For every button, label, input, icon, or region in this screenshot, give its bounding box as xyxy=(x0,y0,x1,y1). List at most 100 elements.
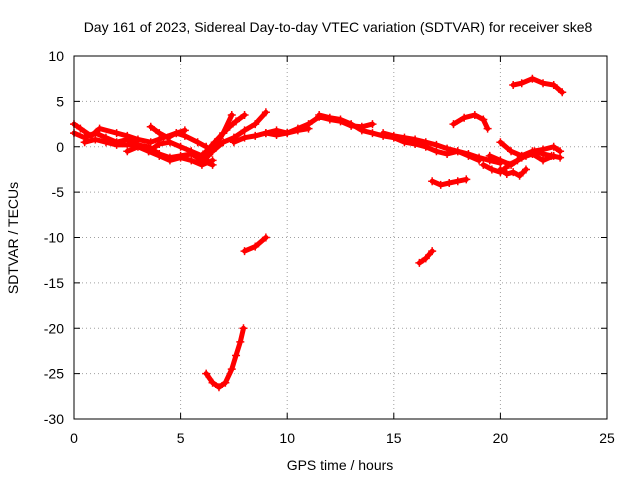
data-point xyxy=(357,126,366,135)
data-point xyxy=(133,142,142,151)
data-point xyxy=(479,115,488,124)
x-tick-label: 15 xyxy=(386,430,402,446)
data-point xyxy=(221,378,230,387)
data-point xyxy=(496,165,505,174)
data-point xyxy=(528,150,537,159)
data-point xyxy=(227,365,236,374)
data-point xyxy=(261,233,270,242)
data-point xyxy=(219,138,228,147)
data-point xyxy=(507,160,516,169)
data-point xyxy=(487,165,496,174)
series-line xyxy=(210,109,269,154)
data-point xyxy=(400,133,409,142)
y-tick-label: -20 xyxy=(44,320,64,336)
data-point xyxy=(214,383,223,392)
data-point xyxy=(502,169,511,178)
series-line xyxy=(203,325,246,390)
data-point xyxy=(443,144,452,153)
data-point xyxy=(240,126,249,135)
data-point xyxy=(428,177,437,186)
data-point xyxy=(368,120,377,129)
data-point xyxy=(549,142,558,151)
data-point xyxy=(208,378,217,387)
data-point xyxy=(304,120,313,129)
series-track-rising-2 xyxy=(208,108,270,156)
data-point xyxy=(219,129,228,138)
series-track-short-3 xyxy=(428,175,471,189)
data-point xyxy=(236,337,245,346)
series-track-short-4 xyxy=(449,110,492,133)
y-tick-label: 10 xyxy=(48,48,64,64)
data-point xyxy=(283,129,292,138)
data-point xyxy=(165,138,174,147)
data-point xyxy=(251,131,260,140)
data-point xyxy=(517,79,526,88)
data-point xyxy=(479,160,488,169)
data-point xyxy=(521,165,530,174)
data-point xyxy=(240,110,249,119)
data-point xyxy=(251,120,260,129)
data-point xyxy=(232,351,241,360)
data-point xyxy=(210,142,219,151)
data-point xyxy=(483,124,492,133)
data-point xyxy=(421,138,430,147)
data-point xyxy=(155,129,164,138)
series-track-dip-1 xyxy=(496,165,530,180)
data-point xyxy=(240,247,249,256)
data-point xyxy=(239,324,248,333)
data-point xyxy=(325,113,334,122)
data-point xyxy=(453,177,462,186)
y-tick-label: 0 xyxy=(56,139,64,155)
data-point xyxy=(347,120,356,129)
series-track-isolated-1 xyxy=(123,142,217,169)
series-track-short-1 xyxy=(240,233,270,256)
y-tick-label: -15 xyxy=(44,275,64,291)
y-axis-label: SDTVAR / TECUs xyxy=(5,182,21,294)
series-track-short-2 xyxy=(415,247,437,267)
data-point xyxy=(112,140,121,149)
x-axis-label: GPS time / hours xyxy=(287,457,394,473)
data-point xyxy=(496,156,505,165)
series-line xyxy=(316,112,482,163)
data-point xyxy=(415,258,424,267)
data-point xyxy=(208,156,217,165)
data-point xyxy=(539,145,548,154)
y-tick-label: -30 xyxy=(44,411,64,427)
data-point xyxy=(436,180,445,189)
data-point xyxy=(76,124,85,133)
data-point xyxy=(496,138,505,147)
data-point xyxy=(389,131,398,140)
data-point xyxy=(146,138,155,147)
data-point xyxy=(449,120,458,129)
data-point xyxy=(95,124,104,133)
data-point xyxy=(379,129,388,138)
data-point xyxy=(368,129,377,138)
data-point xyxy=(558,88,567,97)
series-line xyxy=(451,112,491,132)
data-point xyxy=(421,254,430,263)
data-point xyxy=(464,150,473,159)
data-point xyxy=(123,147,132,156)
y-tick-label: -10 xyxy=(44,230,64,246)
data-point xyxy=(445,179,454,188)
grid xyxy=(74,56,607,419)
data-point xyxy=(315,110,324,119)
y-tick-label: -5 xyxy=(52,184,65,200)
data-point xyxy=(509,168,518,177)
data-point xyxy=(227,110,236,119)
series-track-arc xyxy=(202,324,248,392)
data-point xyxy=(261,129,270,138)
data-point xyxy=(475,153,484,162)
data-point xyxy=(462,175,471,184)
data-point xyxy=(165,156,174,165)
y-tick-label: -25 xyxy=(44,366,64,382)
data-point xyxy=(229,138,238,147)
data-point xyxy=(517,153,526,162)
data-point xyxy=(101,138,110,147)
data-point xyxy=(539,156,548,165)
series-layer xyxy=(70,74,567,392)
data-point xyxy=(432,140,441,149)
plot-frame xyxy=(73,55,608,420)
series-track-late-3 xyxy=(485,150,558,169)
y-tick-label: 5 xyxy=(56,93,64,109)
